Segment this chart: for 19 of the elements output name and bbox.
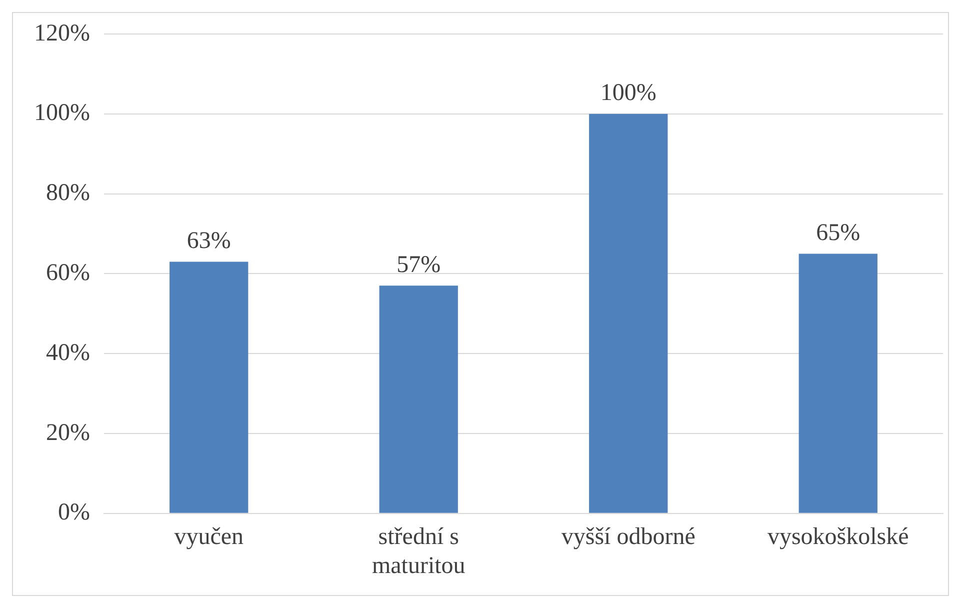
- bar: [589, 114, 668, 513]
- y-tick-label: 120%: [34, 20, 90, 46]
- x-tick-label: střední s maturitou: [372, 524, 466, 579]
- y-tick-label: 80%: [46, 180, 90, 206]
- x-tick-label: vyučen: [174, 524, 244, 550]
- y-tick-label: 100%: [34, 100, 90, 126]
- x-tick-label: vysokoškolské: [767, 524, 909, 550]
- data-label: 100%: [600, 80, 656, 106]
- data-label: 57%: [396, 252, 441, 278]
- bar: [170, 262, 248, 513]
- bar: [379, 286, 458, 513]
- y-tick-label: 40%: [46, 340, 90, 366]
- y-tick-label: 60%: [46, 260, 90, 286]
- data-label: 63%: [186, 228, 231, 254]
- y-tick-label: 0%: [58, 500, 90, 526]
- x-tick-label: vyšší odborné: [561, 524, 696, 550]
- y-tick-label: 20%: [46, 420, 90, 446]
- data-label: 65%: [816, 220, 860, 246]
- bar: [798, 254, 878, 513]
